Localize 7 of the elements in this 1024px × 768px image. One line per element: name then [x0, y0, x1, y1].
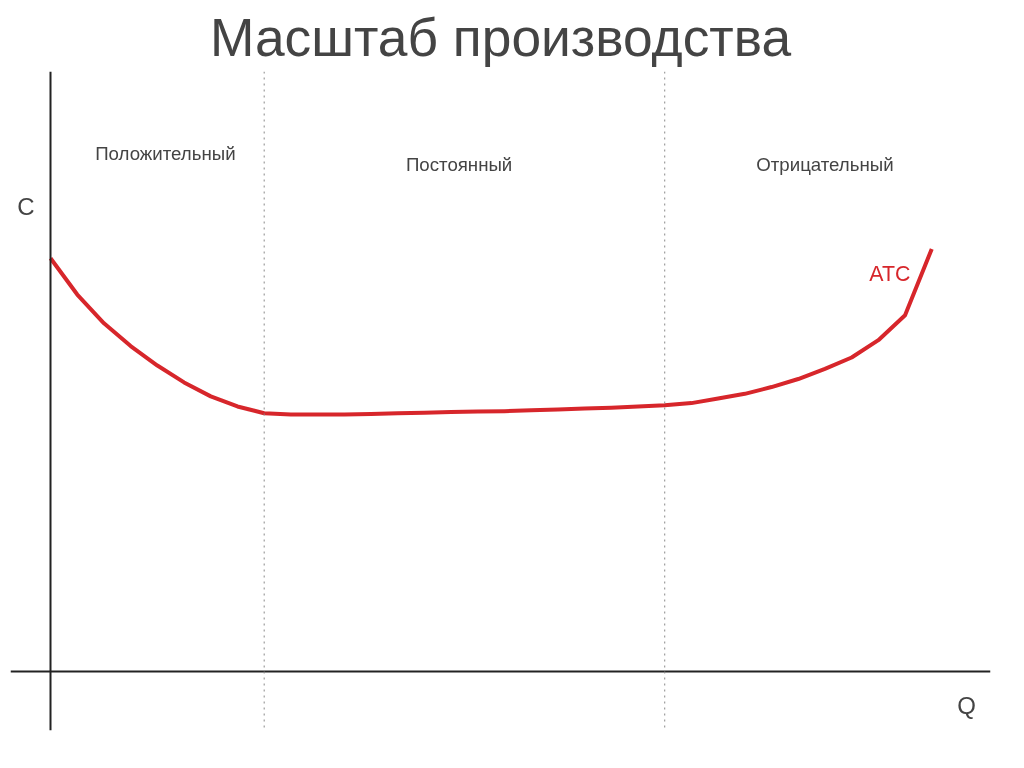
chart-title: Масштаб производства [209, 7, 792, 67]
text: Постоянный [405, 154, 513, 175]
series-label: ATC [869, 262, 911, 287]
text: Положительный [95, 143, 236, 165]
text: Отрицательный [756, 154, 894, 175]
y-axis-title: C [17, 193, 35, 221]
x-axis-title: Q [957, 692, 976, 720]
